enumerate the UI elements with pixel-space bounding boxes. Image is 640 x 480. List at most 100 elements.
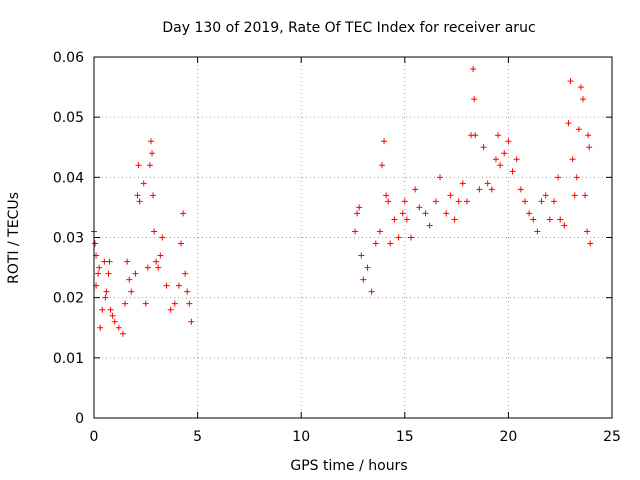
- data-point: [92, 240, 99, 247]
- data-point: [459, 180, 466, 187]
- data-point: [470, 66, 477, 73]
- data-point: [569, 156, 576, 163]
- y-tick-label: 0.02: [53, 291, 84, 307]
- data-point: [401, 198, 408, 205]
- data-point: [416, 204, 423, 211]
- data-point: [376, 228, 383, 235]
- data-point: [144, 264, 151, 271]
- data-point: [96, 264, 103, 271]
- data-point: [575, 126, 582, 133]
- data-point: [360, 276, 367, 283]
- data-point: [381, 138, 388, 145]
- data-point: [571, 192, 578, 199]
- data-point: [105, 270, 112, 277]
- data-point: [128, 288, 135, 295]
- data-point: [178, 240, 185, 247]
- data-point: [492, 156, 499, 163]
- y-axis-label: ROTI / TECUs: [6, 192, 22, 284]
- x-tick-label: 10: [292, 429, 310, 445]
- data-point: [155, 264, 162, 271]
- data-point: [584, 228, 591, 235]
- data-point: [526, 210, 533, 217]
- data-point: [395, 234, 402, 241]
- data-point: [149, 150, 156, 157]
- data-point: [476, 186, 483, 193]
- data-point: [582, 192, 589, 199]
- x-tick-label: 5: [193, 429, 202, 445]
- data-point: [587, 240, 594, 247]
- data-point: [352, 228, 359, 235]
- data-point: [546, 216, 553, 223]
- data-point: [368, 288, 375, 295]
- data-point: [167, 306, 174, 313]
- data-point: [146, 162, 153, 169]
- data-point: [509, 168, 516, 175]
- data-point: [120, 330, 127, 337]
- data-point: [356, 204, 363, 211]
- data-point: [534, 228, 541, 235]
- data-point: [188, 318, 195, 325]
- data-point: [447, 192, 454, 199]
- data-point: [561, 222, 568, 229]
- data-point: [586, 144, 593, 151]
- data-point: [122, 300, 129, 307]
- data-point: [106, 258, 113, 265]
- data-point: [577, 84, 584, 91]
- data-point: [175, 282, 182, 289]
- data-point: [109, 312, 116, 319]
- data-points: [91, 66, 594, 337]
- data-point: [550, 198, 557, 205]
- data-point: [97, 324, 104, 331]
- x-tick-label: 20: [499, 429, 517, 445]
- data-point: [471, 96, 478, 103]
- data-point: [153, 258, 160, 265]
- data-point: [501, 150, 508, 157]
- data-point: [99, 306, 106, 313]
- data-point: [372, 240, 379, 247]
- data-point: [387, 240, 394, 247]
- data-point: [408, 234, 415, 241]
- y-tick-label: 0.04: [53, 170, 84, 186]
- data-point: [432, 198, 439, 205]
- data-point: [182, 270, 189, 277]
- data-point: [437, 174, 444, 181]
- data-point: [159, 234, 166, 241]
- y-tick-label: 0: [75, 411, 84, 427]
- data-point: [107, 306, 114, 313]
- data-point: [102, 294, 109, 301]
- data-point: [521, 198, 528, 205]
- data-point: [555, 174, 562, 181]
- data-point: [557, 216, 564, 223]
- data-point: [517, 186, 524, 193]
- data-point: [163, 282, 170, 289]
- data-point: [412, 186, 419, 193]
- data-point: [358, 252, 365, 259]
- data-point: [124, 258, 131, 265]
- axis-ticks: 0 5 10 15 20 25 0 0.01 0.02 0.03 0.04 0.05 0.06: [53, 50, 621, 445]
- data-point: [399, 210, 406, 217]
- data-point: [171, 300, 178, 307]
- data-point: [530, 216, 537, 223]
- data-point: [579, 96, 586, 103]
- data-point: [126, 276, 133, 283]
- data-point: [472, 132, 479, 139]
- data-point: [111, 318, 118, 325]
- data-point: [157, 252, 164, 259]
- x-axis-label: GPS time / hours: [290, 458, 407, 474]
- data-point: [505, 138, 512, 145]
- data-point: [422, 210, 429, 217]
- data-point: [484, 180, 491, 187]
- data-point: [136, 198, 143, 205]
- data-point: [443, 210, 450, 217]
- data-point: [565, 120, 572, 127]
- data-point: [147, 138, 154, 145]
- data-point: [573, 174, 580, 181]
- data-point: [132, 270, 139, 277]
- data-point: [495, 132, 502, 139]
- data-point: [385, 198, 392, 205]
- data-point: [180, 210, 187, 217]
- data-point: [403, 216, 410, 223]
- y-tick-label: 0.01: [53, 351, 84, 367]
- data-point: [95, 270, 102, 277]
- data-point: [115, 324, 122, 331]
